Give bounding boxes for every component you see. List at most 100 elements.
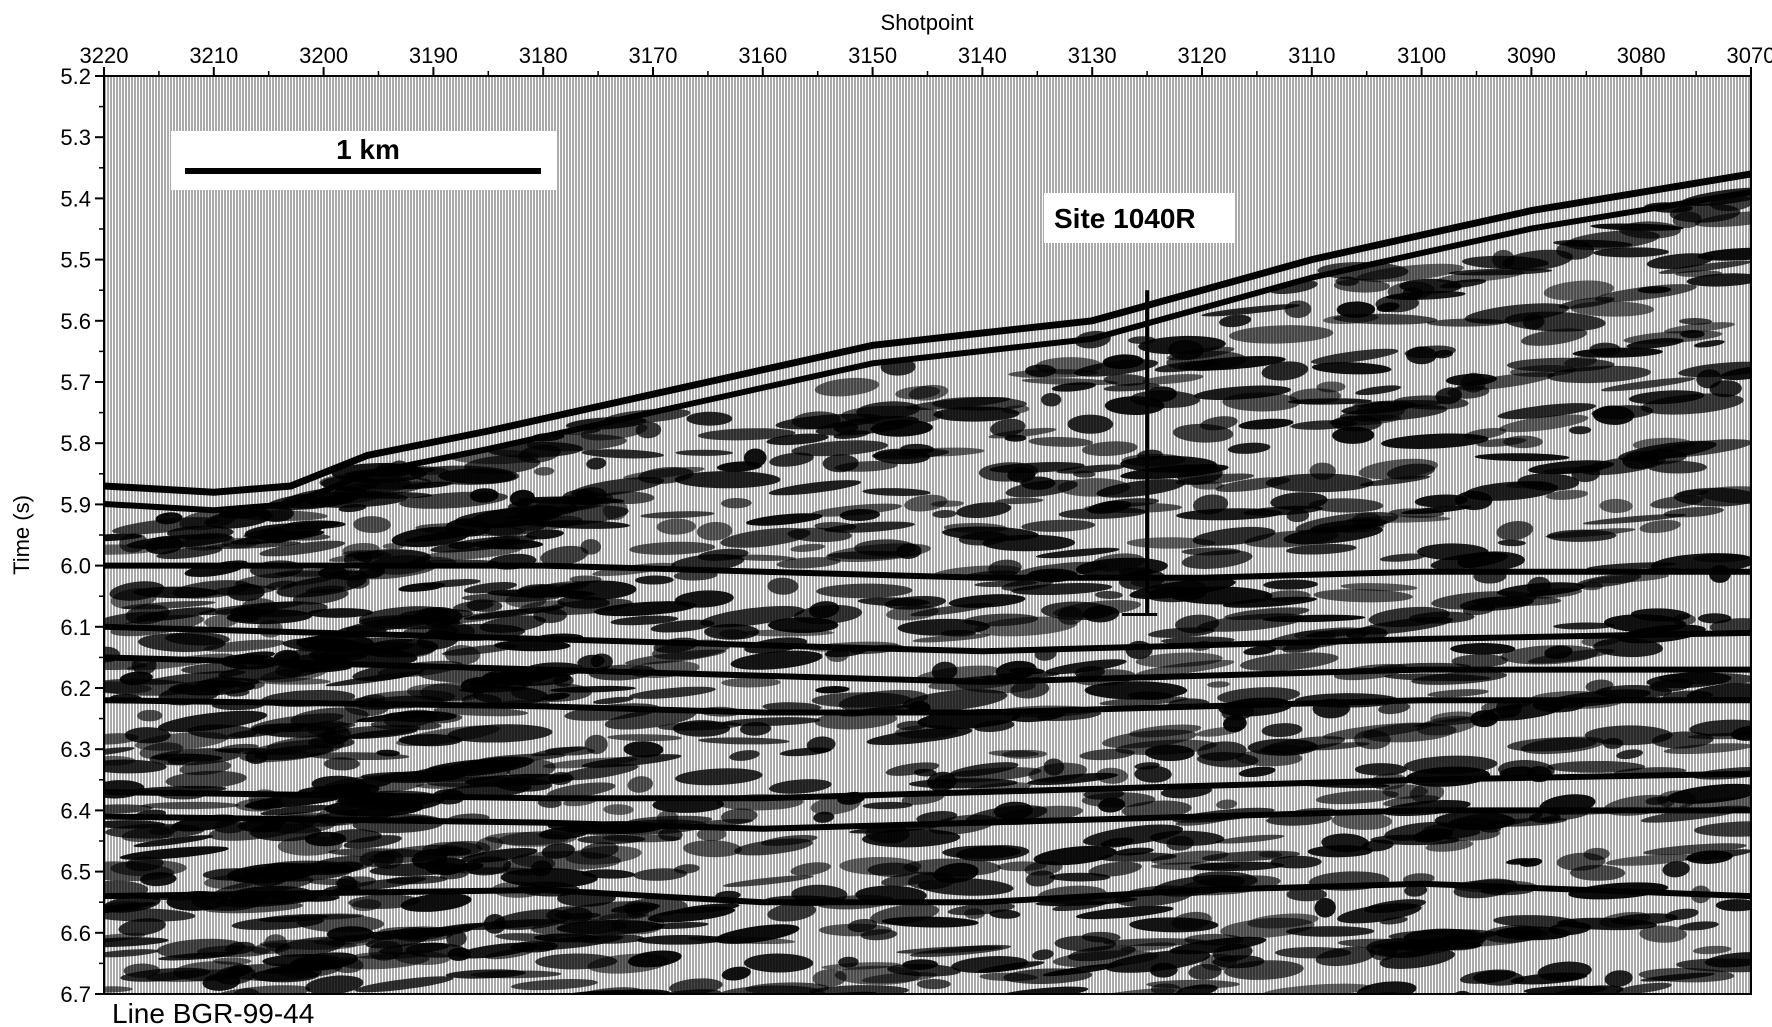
reflection-blob xyxy=(133,835,214,848)
reflection-blob xyxy=(740,721,772,736)
reflection-blob xyxy=(1521,328,1588,346)
reflection-blob xyxy=(1103,938,1207,947)
reflection-blob xyxy=(1041,601,1114,621)
reflection-blob xyxy=(1270,855,1322,869)
reflection-blob xyxy=(104,544,158,555)
reflection-blob xyxy=(768,617,839,633)
reflection-blob xyxy=(1314,897,1336,918)
reflection-blob xyxy=(1499,414,1589,433)
reflection-blob xyxy=(1151,850,1229,865)
x-tick-label: 3130 xyxy=(1068,43,1117,68)
reflection-blob xyxy=(1043,758,1065,776)
reflection-blob xyxy=(274,936,346,957)
reflection-blob xyxy=(264,934,288,952)
reflection-blob xyxy=(120,600,216,610)
reflection-blob xyxy=(384,1002,468,1017)
reflection-blob xyxy=(137,709,163,722)
reflection-blob xyxy=(1569,426,1592,435)
reflection-blob xyxy=(1219,314,1252,328)
reflection-blob xyxy=(398,582,446,592)
reflection-blob xyxy=(104,759,167,774)
reflection-blob xyxy=(584,734,608,755)
reflection-blob xyxy=(104,902,156,915)
reflection-blob xyxy=(1697,247,1751,261)
reflection-blob xyxy=(577,654,605,669)
reflection-blob xyxy=(640,511,715,519)
reflection-blob xyxy=(1637,286,1672,294)
reflection-blob xyxy=(610,615,679,626)
reflection-blob xyxy=(461,592,561,603)
reflection-blob xyxy=(104,804,153,814)
reflector-line xyxy=(104,562,1751,581)
reflection-blob xyxy=(604,708,697,730)
reflection-blob xyxy=(903,858,1001,877)
reflection-blob xyxy=(1207,681,1230,688)
reflection-blob xyxy=(534,520,630,529)
reflection-blob xyxy=(1432,349,1454,359)
reflection-blob xyxy=(1057,478,1131,497)
reflection-blob xyxy=(912,633,991,643)
reflection-blob xyxy=(822,454,859,473)
reflection-blob xyxy=(901,992,998,1021)
reflection-blob xyxy=(391,926,454,942)
reflection-blob xyxy=(1650,553,1751,574)
reflection-blob xyxy=(1100,837,1134,848)
scale-bar-box xyxy=(171,131,557,190)
reflection-blob xyxy=(450,998,497,1017)
reflection-blob xyxy=(1414,494,1468,508)
reflection-blob xyxy=(225,941,256,955)
reflection-blob xyxy=(607,734,682,742)
reflection-blob xyxy=(745,513,823,526)
reflection-blob xyxy=(250,713,344,731)
reflection-blob xyxy=(1582,513,1687,525)
reflection-blob xyxy=(1680,330,1705,339)
reflector-line xyxy=(104,697,1751,716)
reflection-blob xyxy=(932,510,957,518)
reflection-blob xyxy=(549,685,636,693)
reflection-blob xyxy=(260,804,333,816)
reflection-blob xyxy=(696,521,733,541)
reflection-blob xyxy=(569,575,602,584)
reflection-blob xyxy=(978,462,1039,482)
x-axis-top: 3220 3210 3200 3190 3180 3170 3160 3150 3140 3130… xyxy=(80,43,1772,76)
reflection-blob xyxy=(1503,435,1543,449)
reflection-blob xyxy=(721,966,751,981)
reflection-blob xyxy=(1666,783,1751,804)
reflection-blob xyxy=(1222,596,1318,608)
reflection-blob xyxy=(1284,300,1312,319)
reflection-blob xyxy=(156,938,246,959)
reflection-blob xyxy=(398,734,463,747)
reflector-line xyxy=(104,807,1751,832)
reflection-blob xyxy=(262,960,354,974)
reflection-blob xyxy=(593,696,634,705)
reflection-blob xyxy=(353,516,391,534)
reflection-blob xyxy=(1148,627,1215,638)
reflection-blob xyxy=(354,976,454,993)
reflection-blob xyxy=(827,550,912,560)
reflection-blob xyxy=(1258,851,1283,858)
reflection-blob xyxy=(1527,576,1552,597)
reflection-blob xyxy=(453,600,495,612)
reflection-blob xyxy=(306,585,345,594)
reflection-blob xyxy=(1181,547,1241,556)
reflection-blob xyxy=(325,671,423,687)
reflection-blob xyxy=(1054,935,1117,952)
reflection-blob xyxy=(721,677,781,688)
reflection-blob xyxy=(1379,553,1426,562)
reflection-blob xyxy=(943,1004,1002,1020)
reflection-blob xyxy=(494,777,552,792)
reflection-blob xyxy=(1033,845,1117,866)
reflection-blob xyxy=(940,629,976,637)
reflection-blob xyxy=(1006,997,1090,1013)
reflection-blob xyxy=(1335,276,1359,286)
reflection-blob xyxy=(541,692,570,701)
scale-bar: 1 km xyxy=(171,131,557,190)
reflection-blob xyxy=(384,709,438,728)
reflection-blob xyxy=(824,1004,922,1016)
reflection-blob xyxy=(741,629,834,637)
reflection-blob xyxy=(586,457,607,470)
reflection-blob xyxy=(1715,899,1751,912)
reflection-blob xyxy=(1305,628,1364,638)
reflection-blob xyxy=(1639,925,1687,943)
reflection-blob xyxy=(385,875,448,885)
